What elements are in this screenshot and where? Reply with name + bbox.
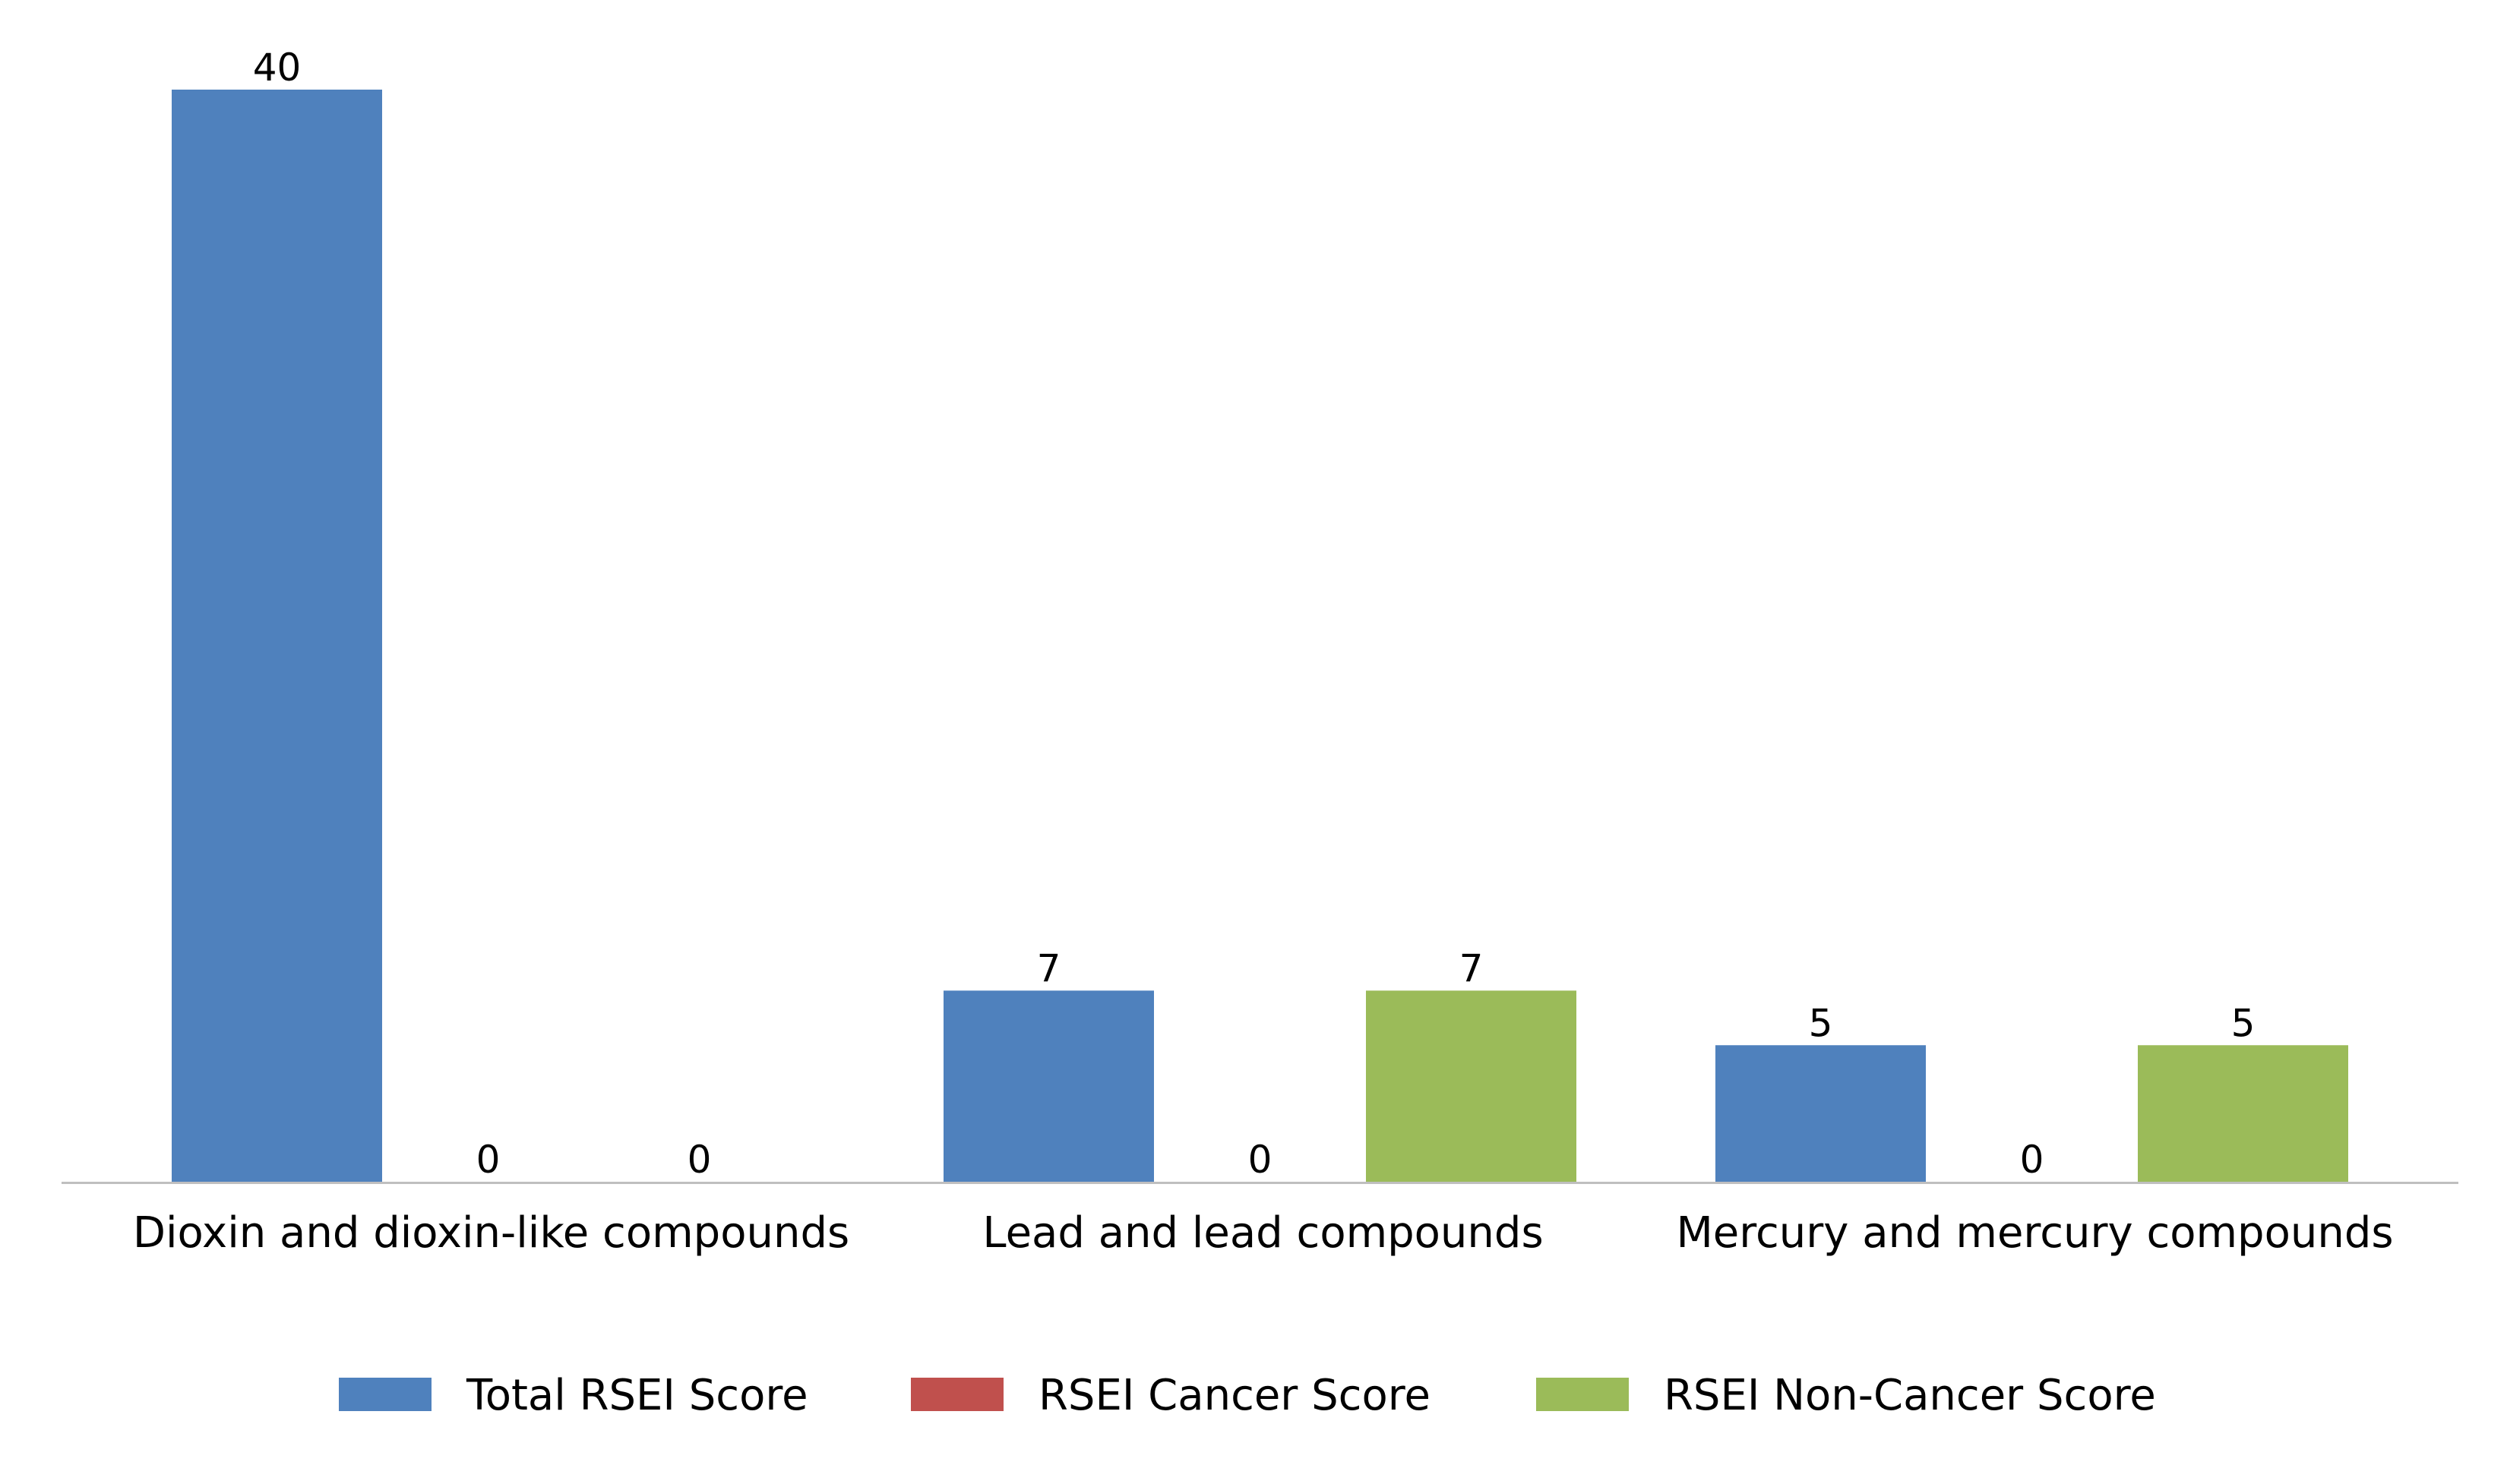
category-label-lead-and-lead-compounds: Lead and lead compounds <box>982 1208 1543 1258</box>
bar-total-rsei-score-mercury-and-mercury-compounds <box>1715 1045 1926 1182</box>
bar-rsei-non-cancer-score-lead-and-lead-compounds <box>1366 990 1576 1182</box>
data-label-rsei-cancer-score-lead-and-lead-compounds: 0 <box>1248 1138 1272 1182</box>
bar-rsei-non-cancer-score-mercury-and-mercury-compounds <box>2138 1045 2348 1182</box>
category-label-dioxin-and-dioxin-like-compounds: Dioxin and dioxin-like compounds <box>133 1208 849 1258</box>
data-label-rsei-non-cancer-score-dioxin-and-dioxin-like-compounds: 0 <box>688 1138 712 1182</box>
legend-swatch-total-rsei-score <box>339 1378 432 1411</box>
data-label-total-rsei-score-mercury-and-mercury-compounds: 5 <box>1809 1001 1833 1045</box>
legend-label-rsei-non-cancer-score: RSEI Non-Cancer Score <box>1664 1371 2156 1420</box>
data-label-total-rsei-score-dioxin-and-dioxin-like-compounds: 40 <box>253 46 302 90</box>
category-labels-layer: Dioxin and dioxin-like compounds Lead and… <box>133 1208 2394 1258</box>
bar-total-rsei-score-lead-and-lead-compounds <box>944 990 1154 1182</box>
data-label-rsei-non-cancer-score-lead-and-lead-compounds: 7 <box>1459 946 1484 990</box>
data-label-rsei-cancer-score-dioxin-and-dioxin-like-compounds: 0 <box>476 1138 501 1182</box>
legend: Total RSEI Score RSEI Cancer Score RSEI No… <box>339 1371 2156 1420</box>
category-label-mercury-and-mercury-compounds: Mercury and mercury compounds <box>1676 1208 2393 1258</box>
bars-layer <box>172 90 2348 1182</box>
legend-label-rsei-cancer-score: RSEI Cancer Score <box>1039 1371 1431 1420</box>
legend-swatch-rsei-cancer-score <box>911 1378 1004 1411</box>
bar-total-rsei-score-dioxin-and-dioxin-like-compounds <box>172 90 382 1182</box>
data-label-total-rsei-score-lead-and-lead-compounds: 7 <box>1037 946 1061 990</box>
legend-swatch-rsei-non-cancer-score <box>1536 1378 1629 1411</box>
legend-label-total-rsei-score: Total RSEI Score <box>466 1371 808 1420</box>
data-label-rsei-non-cancer-score-mercury-and-mercury-compounds: 5 <box>2231 1001 2256 1045</box>
data-labels-layer: 40 0 0 7 0 7 5 0 5 <box>253 46 2256 1182</box>
data-label-rsei-cancer-score-mercury-and-mercury-compounds: 0 <box>2020 1138 2044 1182</box>
